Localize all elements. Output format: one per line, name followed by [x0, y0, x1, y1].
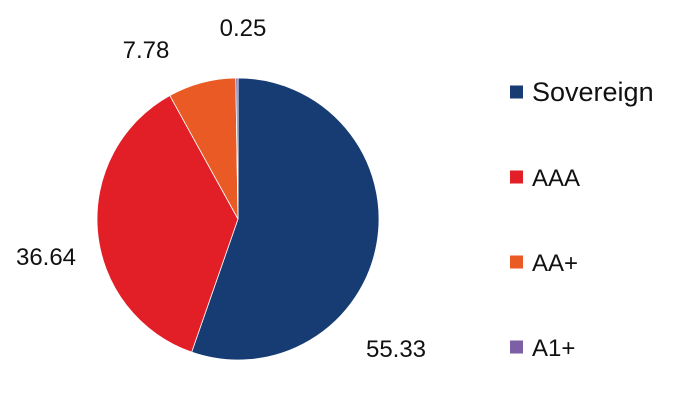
legend-swatch-a1-plus: [510, 340, 523, 354]
legend-label-aa-plus: AA+: [532, 250, 578, 277]
pie-slice-aaa: [96, 95, 239, 353]
legend-swatch-sovereign: [510, 85, 523, 99]
data-label-a1-plus: 0.25: [220, 15, 267, 42]
pie-data-labels: 55.33 36.64 7.78 0.25: [16, 15, 426, 363]
legend-swatch-aaa: [510, 170, 523, 184]
pie-slices: [96, 77, 380, 361]
pie-slice-a1-plus: [235, 77, 239, 220]
legend-swatch-aa-plus: [510, 255, 523, 269]
legend-label-a1-plus: A1+: [532, 335, 575, 362]
legend: Sovereign AAA AA+ A1+: [510, 77, 654, 362]
data-label-aa-plus: 7.78: [123, 37, 170, 64]
data-label-aaa: 36.64: [16, 244, 76, 271]
pie-slice-sovereign: [191, 77, 380, 361]
legend-label-sovereign: Sovereign: [532, 77, 654, 107]
data-label-sovereign: 55.33: [366, 336, 426, 363]
legend-label-aaa: AAA: [532, 165, 580, 192]
